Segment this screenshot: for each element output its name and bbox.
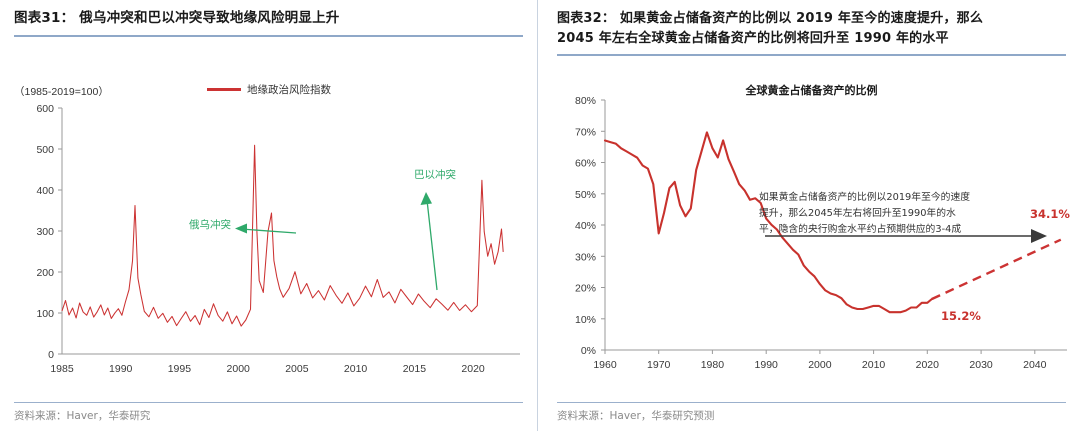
- figure-31-title: 图表31： 俄乌冲突和巴以冲突导致地缘风险明显上升: [14, 10, 340, 26]
- gpr-x-ticks: 1985 1990 1995 2000 2005 2010 2015 2020: [50, 363, 485, 375]
- figure-32-footer-rule: [557, 401, 1066, 403]
- legend-line-swatch: [207, 88, 241, 91]
- svg-text:50%: 50%: [575, 189, 596, 201]
- figure-32-footer: 资料来源：Haver，华泰研究预测: [557, 396, 1066, 424]
- figure-31-source: 资料来源：Haver，华泰研究: [14, 410, 151, 422]
- figure-32-title: 图表32： 如果黄金占储备资产的比例以 2019 年至今的速度提升，那么 204…: [557, 0, 1066, 48]
- svg-text:2020: 2020: [916, 359, 940, 371]
- svg-text:2010: 2010: [862, 359, 886, 371]
- gpr-series-path: [61, 144, 504, 327]
- svg-text:60%: 60%: [575, 158, 596, 170]
- gold-chart-plot: 80% 70% 60% 50% 40% 30% 20% 10% 0%: [543, 95, 1080, 392]
- figure-32-title-line2: 2045 年左右全球黄金占储备资产的比例将回升至 1990 年的水平: [557, 30, 949, 46]
- figure-31-footer: 资料来源：Haver，华泰研究: [14, 396, 523, 424]
- svg-text:40%: 40%: [575, 220, 596, 232]
- gold-annotation-text: 如果黄金占储备资产的比例以2019年至今的速度提升，那么2045年左右将回升至1…: [759, 192, 971, 235]
- svg-text:300: 300: [36, 226, 54, 238]
- gold-chart-svg: 80% 70% 60% 50% 40% 30% 20% 10% 0%: [575, 95, 1070, 371]
- svg-text:600: 600: [36, 103, 54, 115]
- gold-arrow-annotation: [765, 229, 1047, 243]
- svg-text:1970: 1970: [647, 359, 671, 371]
- svg-text:1990: 1990: [109, 363, 133, 375]
- figure-32-source: 资料来源：Haver，华泰研究预测: [557, 410, 715, 422]
- gold-y-ticks: 80% 70% 60% 50% 40% 30% 20% 10% 0%: [575, 95, 605, 357]
- svg-text:200: 200: [36, 267, 54, 279]
- figure-32-title-rule: [557, 54, 1066, 56]
- svg-text:400: 400: [36, 185, 54, 197]
- annotation-ukraine-label: 俄乌冲突: [189, 218, 231, 231]
- annotation-israel-label: 巴以冲突: [414, 168, 456, 181]
- svg-text:1985: 1985: [50, 363, 74, 375]
- svg-text:1990: 1990: [755, 359, 779, 371]
- legend-label: 地缘政治风险指数: [247, 84, 331, 96]
- svg-text:0: 0: [48, 349, 54, 361]
- svg-text:80%: 80%: [575, 95, 596, 107]
- gold-end-value-label: 34.1%: [1030, 207, 1070, 221]
- svg-text:2015: 2015: [403, 363, 427, 375]
- svg-text:0%: 0%: [581, 345, 596, 357]
- gold-x-ticks: 1960 1970 1980 1990 2000 2010 2020 2030 …: [593, 350, 1047, 371]
- svg-text:1980: 1980: [701, 359, 725, 371]
- gold-start-value-label: 15.2%: [941, 309, 981, 323]
- gold-forecast-series-path: [931, 238, 1062, 301]
- svg-text:2010: 2010: [344, 363, 368, 375]
- gold-actual-series-path: [603, 131, 933, 314]
- panel-divider: [537, 0, 538, 431]
- svg-text:1960: 1960: [593, 359, 617, 371]
- svg-text:2020: 2020: [461, 363, 485, 375]
- gpr-annotation-ukraine: 俄乌冲突: [189, 218, 297, 234]
- svg-text:2040: 2040: [1023, 359, 1047, 371]
- svg-text:1995: 1995: [168, 363, 192, 375]
- svg-text:500: 500: [36, 144, 54, 156]
- gpr-y-ticks: 600 500 400 300 200 100 0: [36, 103, 62, 361]
- figure-32-title-line1: 图表32： 如果黄金占储备资产的比例以 2019 年至今的速度提升，那么: [557, 11, 984, 26]
- svg-text:2030: 2030: [969, 359, 993, 371]
- svg-text:30%: 30%: [575, 251, 596, 263]
- figure-31-panel: 图表31： 俄乌冲突和巴以冲突导致地缘风险明显上升 （1985-2019=100…: [0, 0, 537, 431]
- svg-text:2005: 2005: [285, 363, 309, 375]
- figure-31-footer-rule: [14, 401, 523, 403]
- left-axis-note: （1985-2019=100）: [14, 86, 109, 98]
- gpr-chart-svg: 600 500 400 300 200 100 0 1985 1990 1995…: [36, 103, 520, 375]
- gpr-chart-plot: 600 500 400 300 200 100 0 1985 1990 1995…: [0, 100, 537, 390]
- figure-31-title-rule: [14, 34, 523, 37]
- left-chart-legend: 地缘政治风险指数: [207, 82, 331, 97]
- svg-text:20%: 20%: [575, 283, 596, 295]
- svg-text:70%: 70%: [575, 126, 596, 138]
- figure-32-panel: 图表32： 如果黄金占储备资产的比例以 2019 年至今的速度提升，那么 204…: [543, 0, 1080, 431]
- svg-text:2000: 2000: [808, 359, 832, 371]
- svg-text:10%: 10%: [575, 314, 596, 326]
- gold-chart-title: 全球黄金占储备资产的比例: [745, 84, 878, 97]
- svg-text:2000: 2000: [227, 363, 251, 375]
- gpr-annotation-israel: 巴以冲突: [414, 168, 456, 291]
- svg-text:100: 100: [36, 308, 54, 320]
